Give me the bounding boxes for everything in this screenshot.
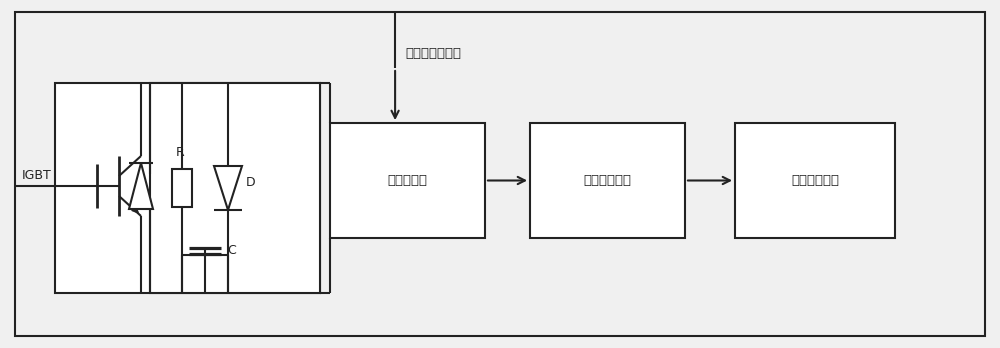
Text: 脉冲发生单元: 脉冲发生单元 bbox=[584, 174, 632, 187]
FancyBboxPatch shape bbox=[735, 123, 895, 238]
Text: IGBT: IGBT bbox=[22, 169, 52, 182]
Text: 比较器模块: 比较器模块 bbox=[388, 174, 428, 187]
FancyBboxPatch shape bbox=[15, 12, 985, 336]
Text: R: R bbox=[176, 146, 184, 159]
FancyBboxPatch shape bbox=[330, 123, 485, 238]
FancyBboxPatch shape bbox=[172, 169, 192, 207]
FancyBboxPatch shape bbox=[150, 83, 320, 293]
Text: C: C bbox=[227, 245, 236, 258]
Text: 辅助开关单元: 辅助开关单元 bbox=[791, 174, 839, 187]
FancyBboxPatch shape bbox=[530, 123, 685, 238]
Polygon shape bbox=[129, 163, 153, 209]
Text: 预设的参考电平: 预设的参考电平 bbox=[405, 47, 461, 60]
Text: D: D bbox=[246, 176, 256, 190]
FancyBboxPatch shape bbox=[55, 83, 320, 293]
Polygon shape bbox=[214, 166, 242, 210]
